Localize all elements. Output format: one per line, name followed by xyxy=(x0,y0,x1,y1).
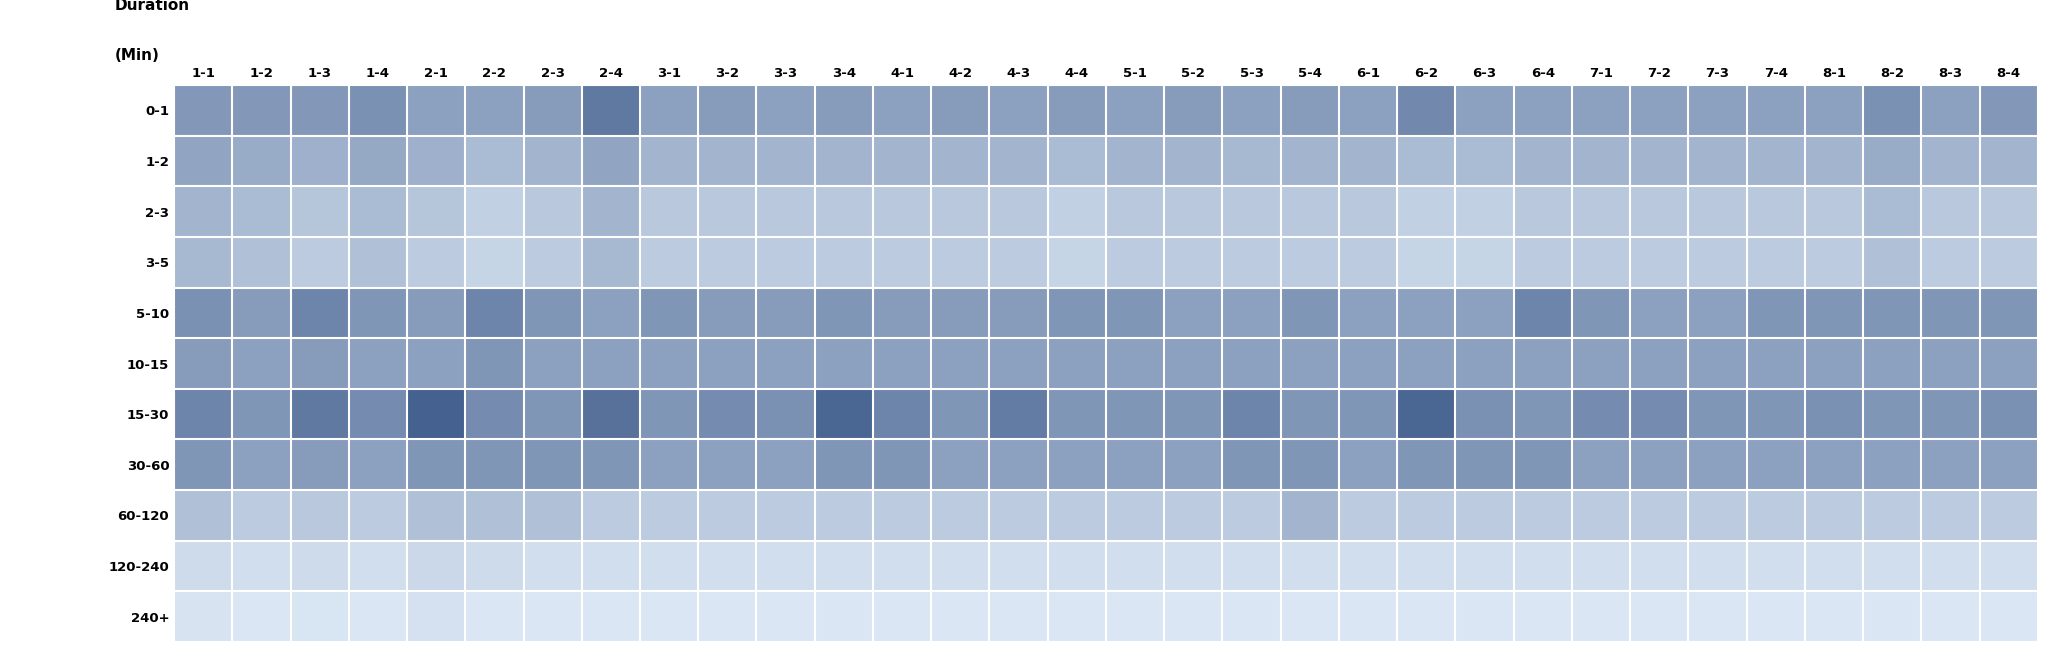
Text: (Min): (Min) xyxy=(115,48,160,63)
Text: Duration: Duration xyxy=(115,0,190,13)
